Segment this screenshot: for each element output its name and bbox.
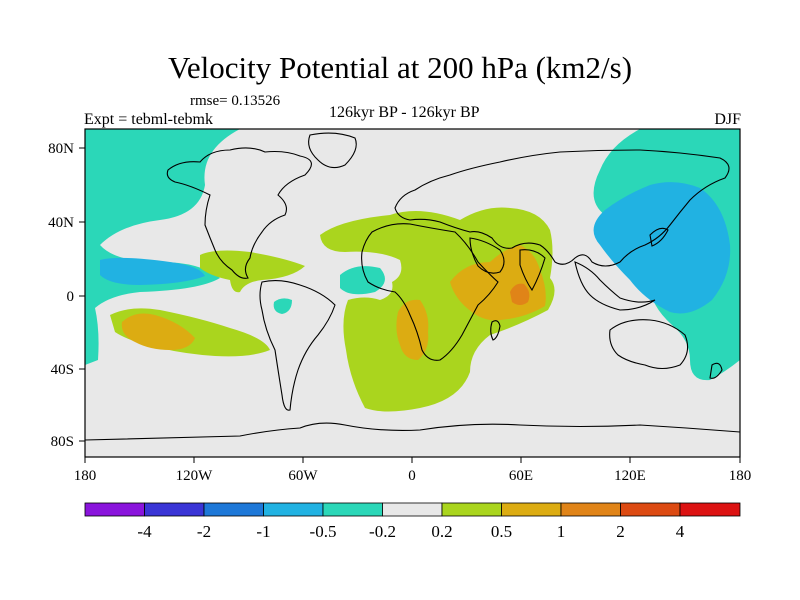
x-tick-label-120e: 120E xyxy=(614,468,646,484)
colorbar-label: 2 xyxy=(616,522,625,541)
contour-pos1-arabiansea xyxy=(510,283,530,305)
colorbar-swatch xyxy=(144,502,205,517)
colorbar-label: 1 xyxy=(557,522,566,541)
colorbar-label: 0.5 xyxy=(491,522,512,541)
colorbar-swatch xyxy=(84,502,145,517)
coastline-antarctica xyxy=(85,422,740,441)
colorbar-swatch xyxy=(501,502,562,517)
rmse-label: rmse= 0.13526 xyxy=(190,93,281,109)
contour-neg1-westpacific xyxy=(593,182,731,314)
y-tick-label-40n: 40N xyxy=(48,215,74,231)
coastline-madagascar xyxy=(490,320,501,341)
colorbar-swatch xyxy=(203,502,264,517)
colorbar-swatch xyxy=(441,502,502,517)
x-tick-label-120w: 120W xyxy=(176,468,214,484)
period-label: 126kyr BP - 126kyr BP xyxy=(329,104,480,121)
coastline-new-zealand xyxy=(709,362,723,379)
x-tick-label-60e: 60E xyxy=(509,468,533,484)
colorbar-label: -2 xyxy=(197,522,211,541)
season-label: DJF xyxy=(714,111,741,128)
contour-pos-tropicalamerica xyxy=(200,250,305,293)
x-tick-label-180e: 180 xyxy=(729,468,752,484)
contour-pos05-southpacific xyxy=(121,313,195,350)
coastline-south-america xyxy=(259,279,336,411)
colorbar-label: -0.2 xyxy=(369,522,396,541)
x-tick-marks xyxy=(84,457,741,463)
y-tick-marks xyxy=(79,147,85,442)
coastline-australia xyxy=(609,319,689,370)
contour-neg-northpacific xyxy=(85,129,240,365)
coastline-greenland xyxy=(308,132,357,169)
coastline-se-asia xyxy=(574,261,656,311)
coastline-eurasia xyxy=(394,149,730,267)
y-tick-label-80n: 80N xyxy=(48,141,74,157)
x-tick-label-60w: 60W xyxy=(288,468,318,484)
y-tick-label-80s: 80S xyxy=(51,434,74,450)
coastline-africa xyxy=(361,223,499,361)
coastline-india xyxy=(519,249,546,292)
colorbar-label: -4 xyxy=(137,522,152,541)
coastline-north-america xyxy=(166,147,312,279)
contour-fields xyxy=(85,129,740,441)
coastline-arabia xyxy=(469,237,505,274)
colorbar-label: -1 xyxy=(256,522,270,541)
map-title: Velocity Potential at 200 hPa (km2/s) xyxy=(167,50,633,85)
contour-neg-atlantic xyxy=(340,266,385,295)
y-tick-label-0: 0 xyxy=(67,289,75,305)
colorbar xyxy=(84,502,741,517)
colorbar-label: 0.2 xyxy=(431,522,452,541)
colorbar-label: -0.5 xyxy=(310,522,337,541)
colorbar-swatch xyxy=(322,502,383,517)
y-tick-label-40s: 40S xyxy=(51,362,74,378)
experiment-label: Expt = tebml-tebmk xyxy=(84,111,213,128)
coastlines xyxy=(85,132,740,441)
colorbar-swatch xyxy=(620,502,681,517)
colorbar-label: 4 xyxy=(676,522,685,541)
contour-neg1-pacific xyxy=(100,257,205,285)
colorbar-swatch xyxy=(560,502,621,517)
contour-neg-eastpacific xyxy=(273,298,292,314)
colorbar-swatch xyxy=(382,502,443,517)
x-tick-label-0: 0 xyxy=(408,468,416,484)
coastline-japan xyxy=(649,227,669,247)
colorbar-swatch xyxy=(263,502,324,517)
x-tick-label-180w: 180 xyxy=(74,468,97,484)
colorbar-swatch xyxy=(679,502,741,517)
